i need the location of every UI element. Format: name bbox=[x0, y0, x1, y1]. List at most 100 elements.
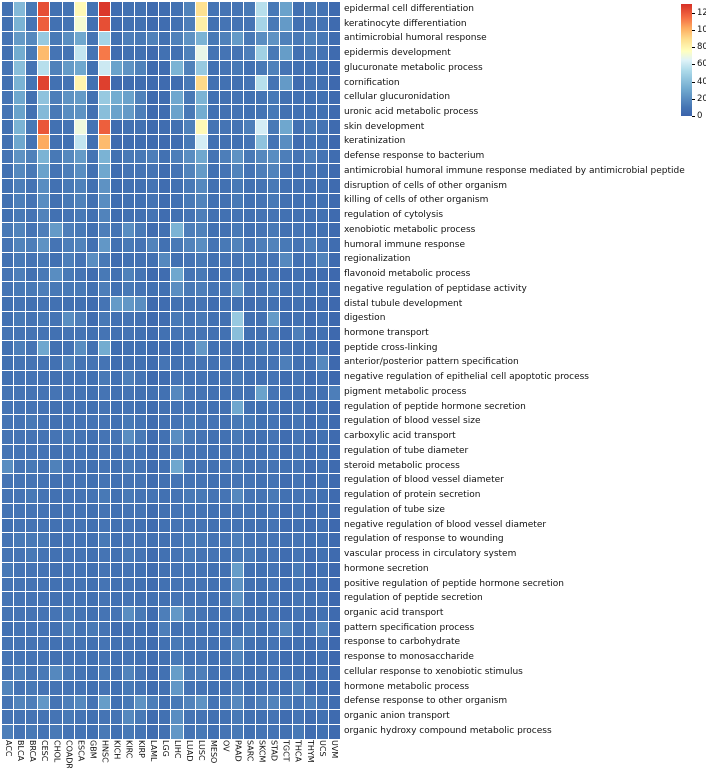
heatmap-cell bbox=[135, 371, 147, 385]
heatmap-cell bbox=[50, 548, 62, 562]
heatmap-cell bbox=[2, 341, 14, 356]
heatmap-cell bbox=[195, 105, 207, 120]
heatmap-cell bbox=[244, 562, 256, 577]
heatmap-cell bbox=[50, 193, 62, 208]
heatmap-cell bbox=[171, 120, 183, 134]
heatmap-cell bbox=[74, 90, 86, 105]
heatmap-cell bbox=[14, 592, 26, 607]
heatmap-cell bbox=[74, 238, 86, 252]
heatmap-cell bbox=[304, 179, 316, 193]
heatmap-cell bbox=[74, 725, 86, 739]
heatmap-cell bbox=[232, 503, 244, 518]
heatmap-cell bbox=[98, 326, 110, 341]
heatmap-cell bbox=[292, 695, 304, 710]
heatmap-cell bbox=[159, 710, 171, 725]
heatmap-cell bbox=[316, 223, 328, 238]
heatmap-cell bbox=[110, 518, 123, 533]
heatmap-cell bbox=[147, 164, 159, 179]
heatmap-cell bbox=[328, 636, 340, 651]
heatmap-cell bbox=[244, 533, 256, 548]
heatmap-cell bbox=[195, 385, 207, 400]
heatmap-cell bbox=[304, 592, 316, 607]
heatmap-cell bbox=[171, 297, 183, 311]
colorbar-gradient bbox=[681, 4, 692, 116]
colorbar-tick-label: 80 bbox=[697, 41, 706, 52]
heatmap-cell bbox=[26, 297, 38, 311]
heatmap-cell bbox=[232, 193, 244, 208]
heatmap-cell bbox=[195, 725, 207, 739]
heatmap-cell bbox=[74, 621, 86, 636]
heatmap-cell bbox=[219, 61, 232, 75]
heatmap-cell bbox=[244, 2, 256, 16]
heatmap-cell bbox=[195, 46, 207, 61]
heatmap-cell bbox=[268, 297, 280, 311]
heatmap-cell bbox=[171, 149, 183, 164]
heatmap-cell bbox=[292, 562, 304, 577]
heatmap-cell bbox=[14, 695, 26, 710]
heatmap-cell bbox=[328, 238, 340, 252]
heatmap-cell bbox=[304, 548, 316, 562]
heatmap-cell bbox=[292, 371, 304, 385]
heatmap-cell bbox=[316, 385, 328, 400]
heatmap-cell bbox=[38, 415, 50, 430]
heatmap-cell bbox=[256, 518, 268, 533]
heatmap-cell bbox=[280, 489, 292, 503]
heatmap-cell bbox=[74, 666, 86, 680]
heatmap-cell bbox=[268, 134, 280, 149]
heatmap-cell bbox=[123, 267, 135, 282]
heatmap-cell bbox=[123, 489, 135, 503]
heatmap-cell bbox=[110, 680, 123, 695]
heatmap-cell bbox=[86, 120, 98, 134]
heatmap-cell bbox=[316, 252, 328, 267]
heatmap-cell bbox=[292, 193, 304, 208]
heatmap-cell bbox=[159, 105, 171, 120]
heatmap-cell bbox=[244, 75, 256, 90]
heatmap-cell bbox=[26, 577, 38, 592]
heatmap-cell bbox=[171, 267, 183, 282]
heatmap-cell bbox=[50, 2, 62, 16]
heatmap-cell bbox=[219, 16, 232, 31]
heatmap-cell bbox=[183, 223, 195, 238]
heatmap-cell bbox=[147, 297, 159, 311]
heatmap-cell bbox=[14, 105, 26, 120]
heatmap-cell bbox=[38, 149, 50, 164]
heatmap-cell bbox=[195, 120, 207, 134]
heatmap-cell bbox=[123, 149, 135, 164]
heatmap-cell bbox=[268, 164, 280, 179]
heatmap-cell bbox=[147, 238, 159, 252]
heatmap-cell bbox=[123, 31, 135, 46]
heatmap-cell bbox=[135, 208, 147, 223]
heatmap-cell bbox=[98, 223, 110, 238]
heatmap-cell bbox=[171, 636, 183, 651]
heatmap-cell bbox=[38, 371, 50, 385]
heatmap-cell bbox=[256, 16, 268, 31]
heatmap-cell bbox=[2, 16, 14, 31]
heatmap-cell bbox=[147, 193, 159, 208]
column-label: OV bbox=[221, 740, 231, 752]
heatmap-cell bbox=[219, 297, 232, 311]
colorbar-tick bbox=[692, 64, 695, 66]
heatmap-cell bbox=[219, 208, 232, 223]
heatmap-cell bbox=[219, 562, 232, 577]
heatmap-cell bbox=[232, 208, 244, 223]
heatmap-cell bbox=[159, 385, 171, 400]
heatmap-cell bbox=[280, 710, 292, 725]
heatmap-cell bbox=[292, 238, 304, 252]
heatmap-cell bbox=[183, 356, 195, 370]
column-label: SKCM bbox=[257, 740, 267, 763]
heatmap-cell bbox=[183, 179, 195, 193]
heatmap-cell bbox=[207, 356, 219, 370]
heatmap-cell bbox=[195, 666, 207, 680]
heatmap-cell bbox=[171, 238, 183, 252]
heatmap-cell bbox=[268, 503, 280, 518]
heatmap-cell bbox=[171, 592, 183, 607]
heatmap-cell bbox=[219, 518, 232, 533]
heatmap-cell bbox=[256, 636, 268, 651]
heatmap-cell bbox=[292, 474, 304, 489]
heatmap-cell bbox=[2, 134, 14, 149]
heatmap-cell bbox=[147, 725, 159, 739]
heatmap-cell bbox=[123, 444, 135, 459]
heatmap-cell bbox=[2, 311, 14, 326]
heatmap-cell bbox=[98, 105, 110, 120]
heatmap-cell bbox=[2, 238, 14, 252]
